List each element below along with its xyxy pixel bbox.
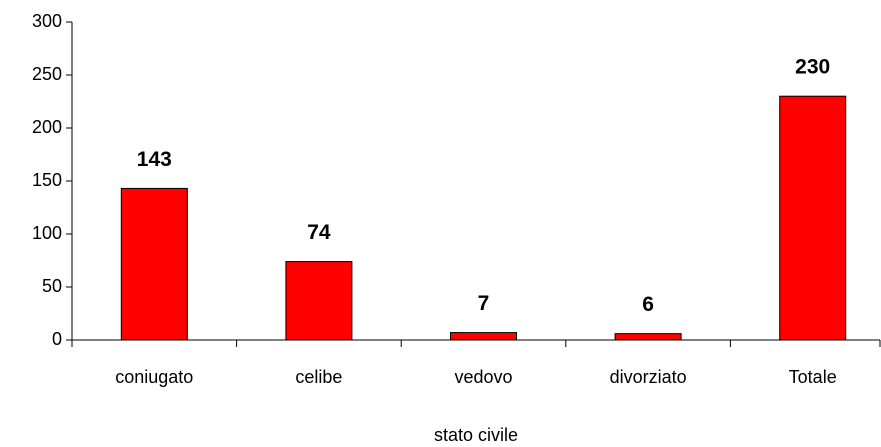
bar [120,187,188,341]
data-label: 143 [137,148,172,171]
data-label: 7 [478,292,490,315]
bar [285,261,353,341]
y-tick-label: 200 [32,117,62,137]
data-label: 6 [642,293,654,316]
y-tick-label: 50 [42,276,62,296]
x-tick-label: divorziato [610,367,687,387]
x-tick-label: coniugato [115,367,193,387]
data-label: 230 [795,56,830,79]
bar [450,332,517,341]
bar [614,333,682,341]
x-tick-label: vedovo [454,367,512,387]
bar [779,95,847,341]
y-tick-label: 100 [32,223,62,243]
y-tick-label: 300 [32,11,62,31]
y-tick-label: 0 [52,329,62,349]
x-tick-label: Totale [789,367,837,387]
y-tick-label: 250 [32,64,62,84]
x-tick-label: celibe [295,367,342,387]
y-tick-label: 150 [32,170,62,190]
data-label: 74 [307,221,331,244]
x-axis-label: stato civile [434,425,518,445]
